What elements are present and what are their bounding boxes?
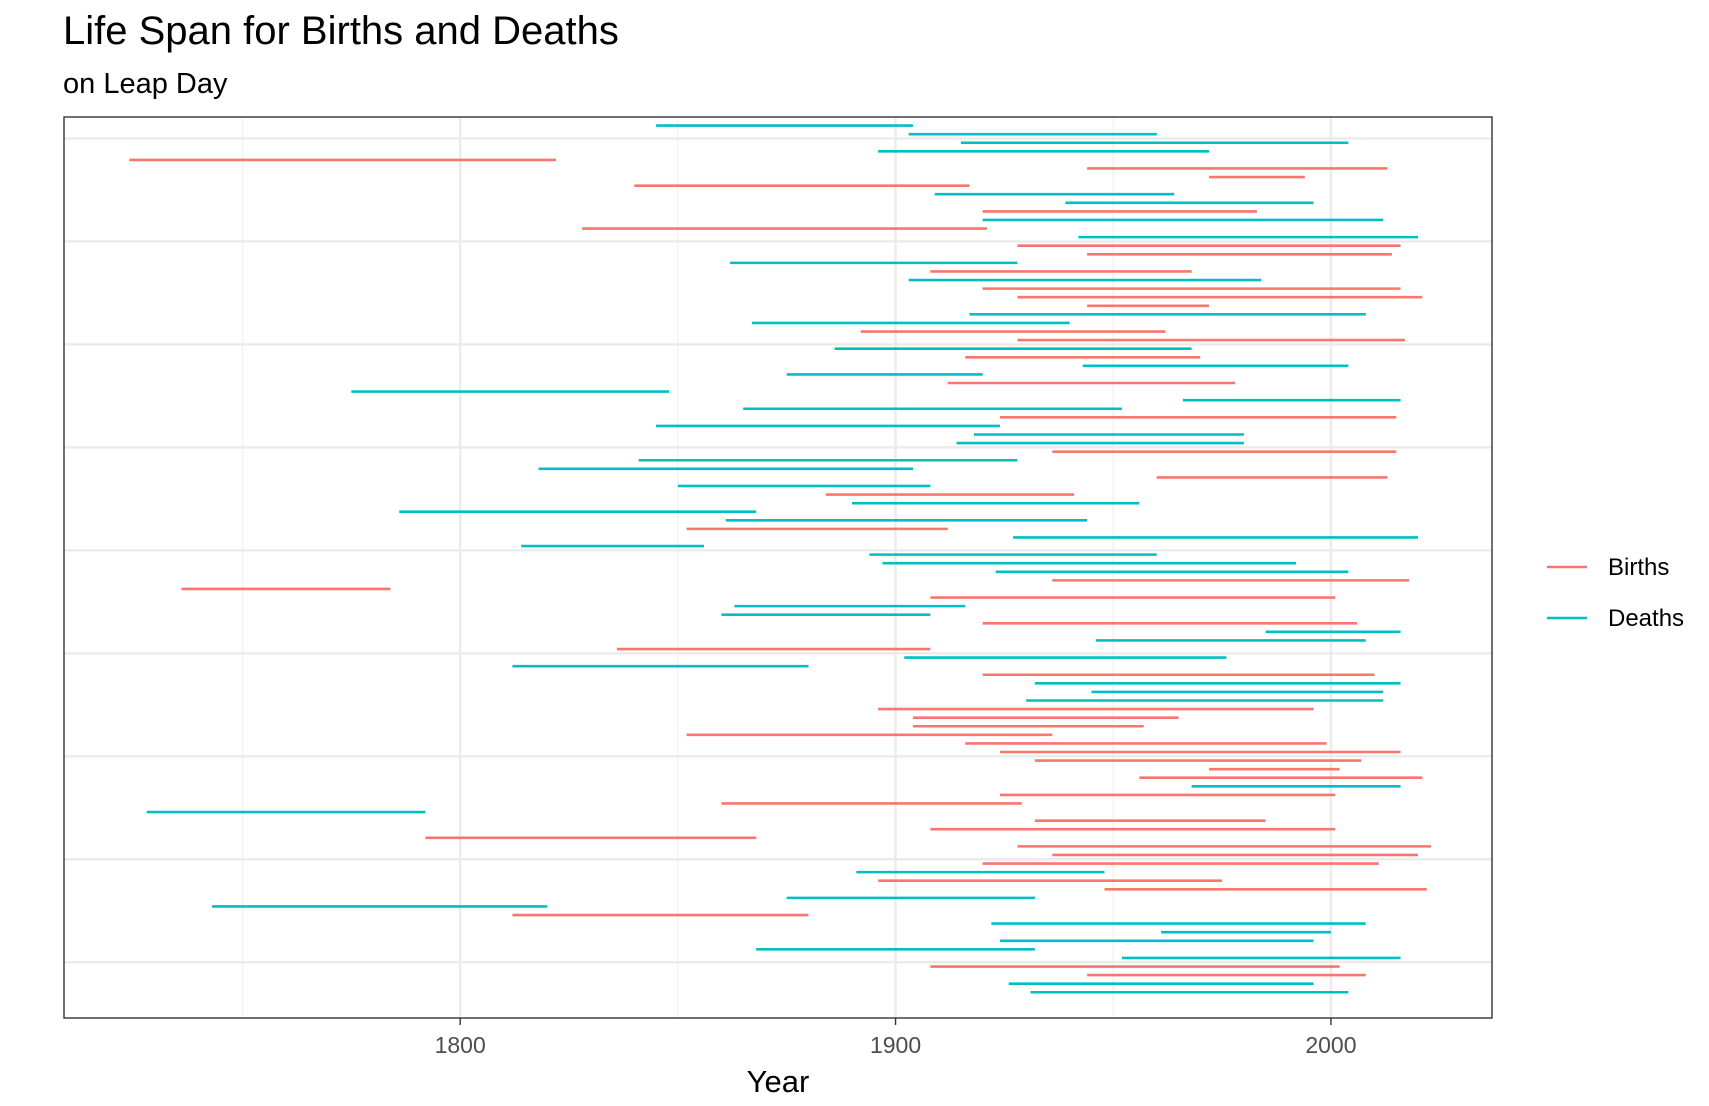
chart-subtitle: on Leap Day <box>63 68 228 100</box>
legend-label-deaths: Deaths <box>1608 605 1684 632</box>
x-axis: 1800 1900 2000 <box>435 1018 1357 1058</box>
plot-background <box>64 117 1492 1018</box>
legend-label-births: Births <box>1608 554 1669 581</box>
minor-gridlines <box>241 117 1114 1018</box>
x-axis-title: Year <box>747 1064 810 1099</box>
major-gridlines <box>64 117 1492 1018</box>
chart-title: Life Span for Births and Deaths <box>63 9 619 53</box>
x-tick-label: 1900 <box>870 1032 921 1058</box>
x-tick-label: 2000 <box>1305 1032 1356 1058</box>
plot-panel-border <box>63 116 1493 1019</box>
x-tick-label: 1800 <box>435 1032 486 1058</box>
legend: Births Deaths <box>1547 554 1684 632</box>
segments <box>129 124 1432 994</box>
